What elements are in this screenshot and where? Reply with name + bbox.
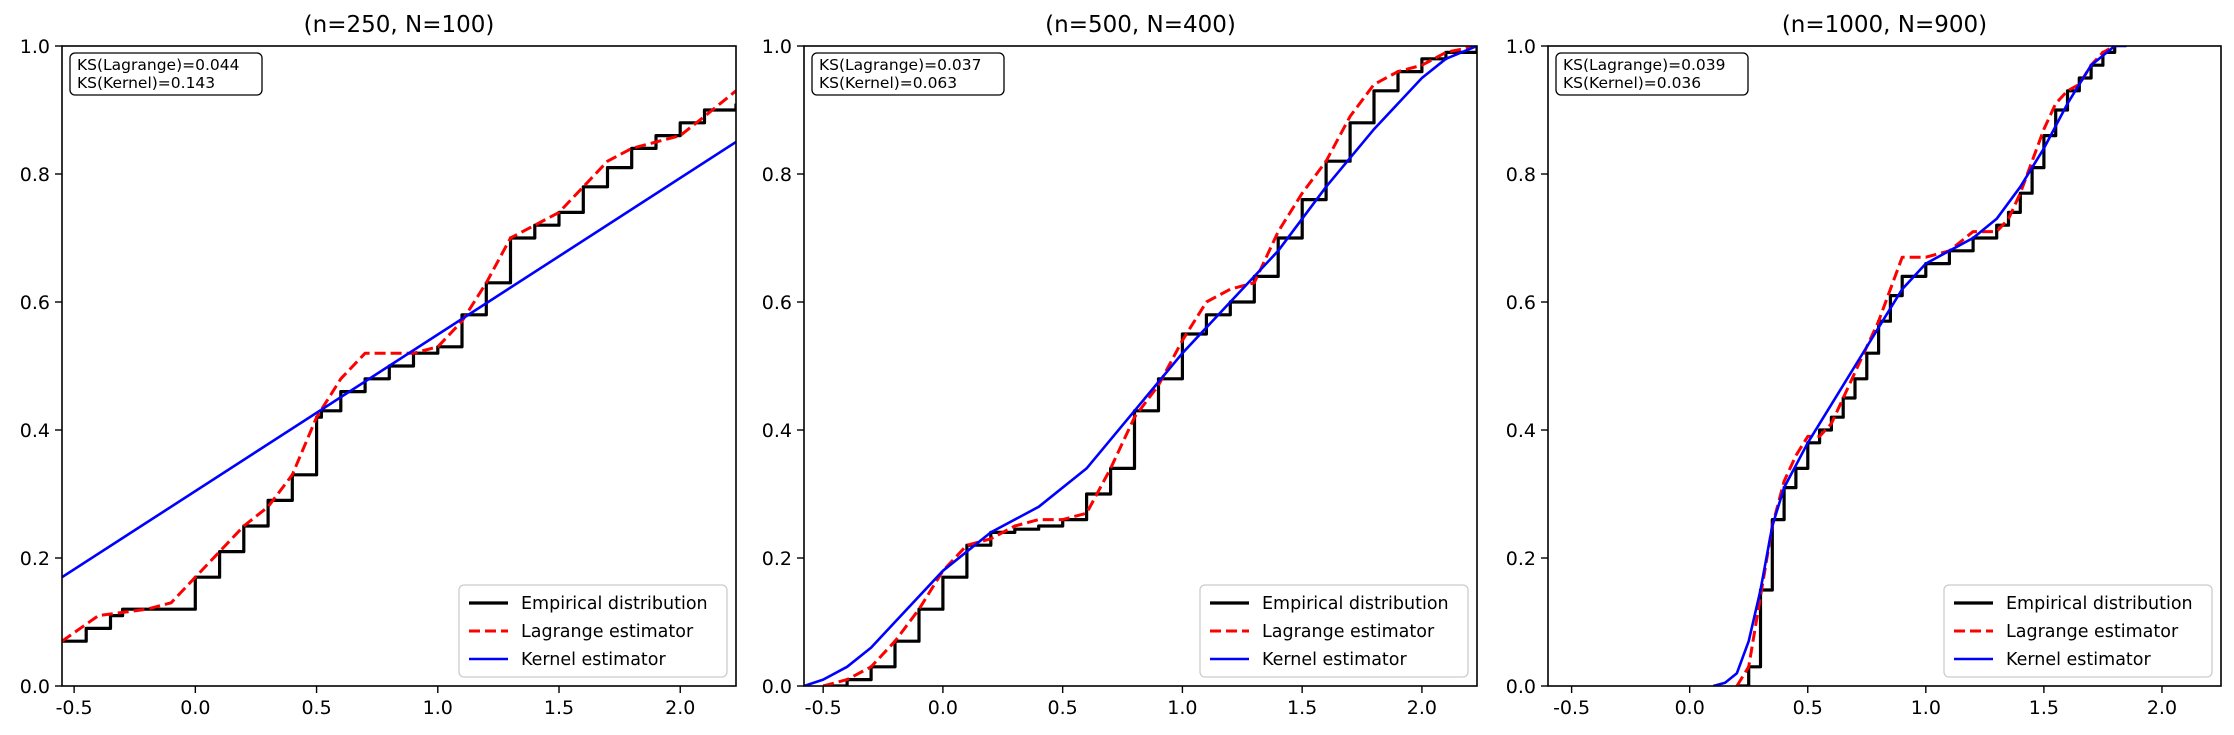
- legend: Empirical distribution Lagrange estimator…: [1199, 584, 1469, 678]
- legend-label-empirical: Empirical distribution: [1262, 594, 1449, 614]
- series-kernel-line: [62, 140, 736, 579]
- series-lagrange-line: [822, 46, 1477, 686]
- axes-frame: [61, 45, 737, 687]
- x-tick-label: 2.0: [665, 697, 695, 719]
- x-tick-label: 2.0: [2147, 697, 2177, 719]
- series-empirical-line: [823, 46, 1477, 686]
- series-lagrange-line: [1735, 46, 2116, 686]
- legend-label-empirical: Empirical distribution: [521, 594, 708, 614]
- axes-frame: [803, 45, 1478, 687]
- chart-title: (n=1000, N=900): [1782, 12, 1987, 38]
- x-tick-label: 2.0: [1407, 697, 1437, 719]
- y-tick-label: 1.0: [20, 36, 50, 58]
- y-tick-label: 1.0: [1506, 36, 1536, 58]
- x-tick-label: -0.5: [805, 697, 842, 719]
- ks-kernel-text: KS(Kernel)=0.036: [1563, 74, 1701, 92]
- x-tick-label: 1.0: [1167, 697, 1197, 719]
- chart-title: (n=500, N=400): [1045, 12, 1236, 38]
- x-tick-label: 1.5: [1287, 697, 1317, 719]
- y-tick-label: 0.2: [762, 548, 792, 570]
- x-tick-label: 0.0: [928, 697, 958, 719]
- ks-kernel-text: KS(Kernel)=0.063: [819, 74, 957, 92]
- legend-label-kernel: Kernel estimator: [521, 650, 666, 670]
- legend-label-lagrange: Lagrange estimator: [2006, 622, 2179, 642]
- axes-frame: [1547, 45, 2222, 687]
- y-tick-label: 0.6: [1506, 292, 1536, 314]
- x-tick-label: -0.5: [1553, 697, 1590, 719]
- plot-area: [62, 89, 736, 643]
- legend-label-kernel: Kernel estimator: [2006, 650, 2151, 670]
- x-tick-label: 0.5: [1793, 697, 1823, 719]
- legend-label-empirical: Empirical distribution: [2006, 594, 2193, 614]
- y-tick-label: 0.0: [762, 676, 792, 698]
- plot-area: [1712, 46, 2127, 686]
- x-tick-label: 0.5: [301, 697, 331, 719]
- chart-panel-1: -0.5 0.0 0.5 1.0 1.5 2.0 0.0 0.2 0.4 0.6 0.8 1.0 (n=…: [20, 12, 737, 719]
- legend: Empirical distribution Lagrange estimator…: [458, 584, 728, 678]
- y-tick-label: 0.0: [1506, 676, 1536, 698]
- x-tick-label: 0.5: [1048, 697, 1078, 719]
- x-tick-label: 1.5: [544, 697, 574, 719]
- chart-panel-3: -0.5 0.0 0.5 1.0 1.5 2.0 0.0 0.2 0.4 0.6 0.8 1.0 (n=…: [1506, 12, 2222, 719]
- series-kernel-line: [804, 46, 1477, 686]
- y-tick-label: 0.2: [1506, 548, 1536, 570]
- y-tick-label: 0.4: [1506, 420, 1536, 442]
- chart-panel-2: -0.5 0.0 0.5 1.0 1.5 2.0 0.0 0.2 0.4 0.6 0.8 1.0 (n=…: [762, 12, 1478, 719]
- series-lagrange-line: [62, 89, 736, 643]
- y-tick-label: 0.4: [762, 420, 792, 442]
- x-tick-label: 1.5: [2029, 697, 2059, 719]
- y-tick-label: 0.0: [20, 676, 50, 698]
- y-tick-label: 0.6: [20, 292, 50, 314]
- y-tick-label: 1.0: [762, 36, 792, 58]
- y-tick-label: 0.4: [20, 420, 50, 442]
- plot-area: [804, 46, 1477, 686]
- x-tick-label: -0.5: [56, 697, 93, 719]
- y-tick-label: 0.2: [20, 548, 50, 570]
- ks-lagrange-text: KS(Lagrange)=0.044: [77, 56, 240, 74]
- chart-title: (n=250, N=100): [304, 12, 495, 38]
- x-tick-label: 0.0: [1675, 697, 1705, 719]
- legend-label-lagrange: Lagrange estimator: [1262, 622, 1435, 642]
- ks-lagrange-text: KS(Lagrange)=0.037: [819, 56, 982, 74]
- legend: Empirical distribution Lagrange estimator…: [1943, 584, 2213, 678]
- x-tick-label: 1.0: [423, 697, 453, 719]
- legend-label-lagrange: Lagrange estimator: [521, 622, 694, 642]
- series-kernel-line: [1712, 46, 2127, 686]
- ks-lagrange-text: KS(Lagrange)=0.039: [1563, 56, 1726, 74]
- x-tick-label: 0.0: [180, 697, 210, 719]
- series-empirical-line: [62, 103, 736, 643]
- legend-label-kernel: Kernel estimator: [1262, 650, 1407, 670]
- y-tick-label: 0.8: [20, 164, 50, 186]
- y-tick-label: 0.6: [762, 292, 792, 314]
- ks-kernel-text: KS(Kernel)=0.143: [77, 74, 215, 92]
- x-tick-label: 1.0: [1911, 697, 1941, 719]
- y-tick-label: 0.8: [1506, 164, 1536, 186]
- y-tick-label: 0.8: [762, 164, 792, 186]
